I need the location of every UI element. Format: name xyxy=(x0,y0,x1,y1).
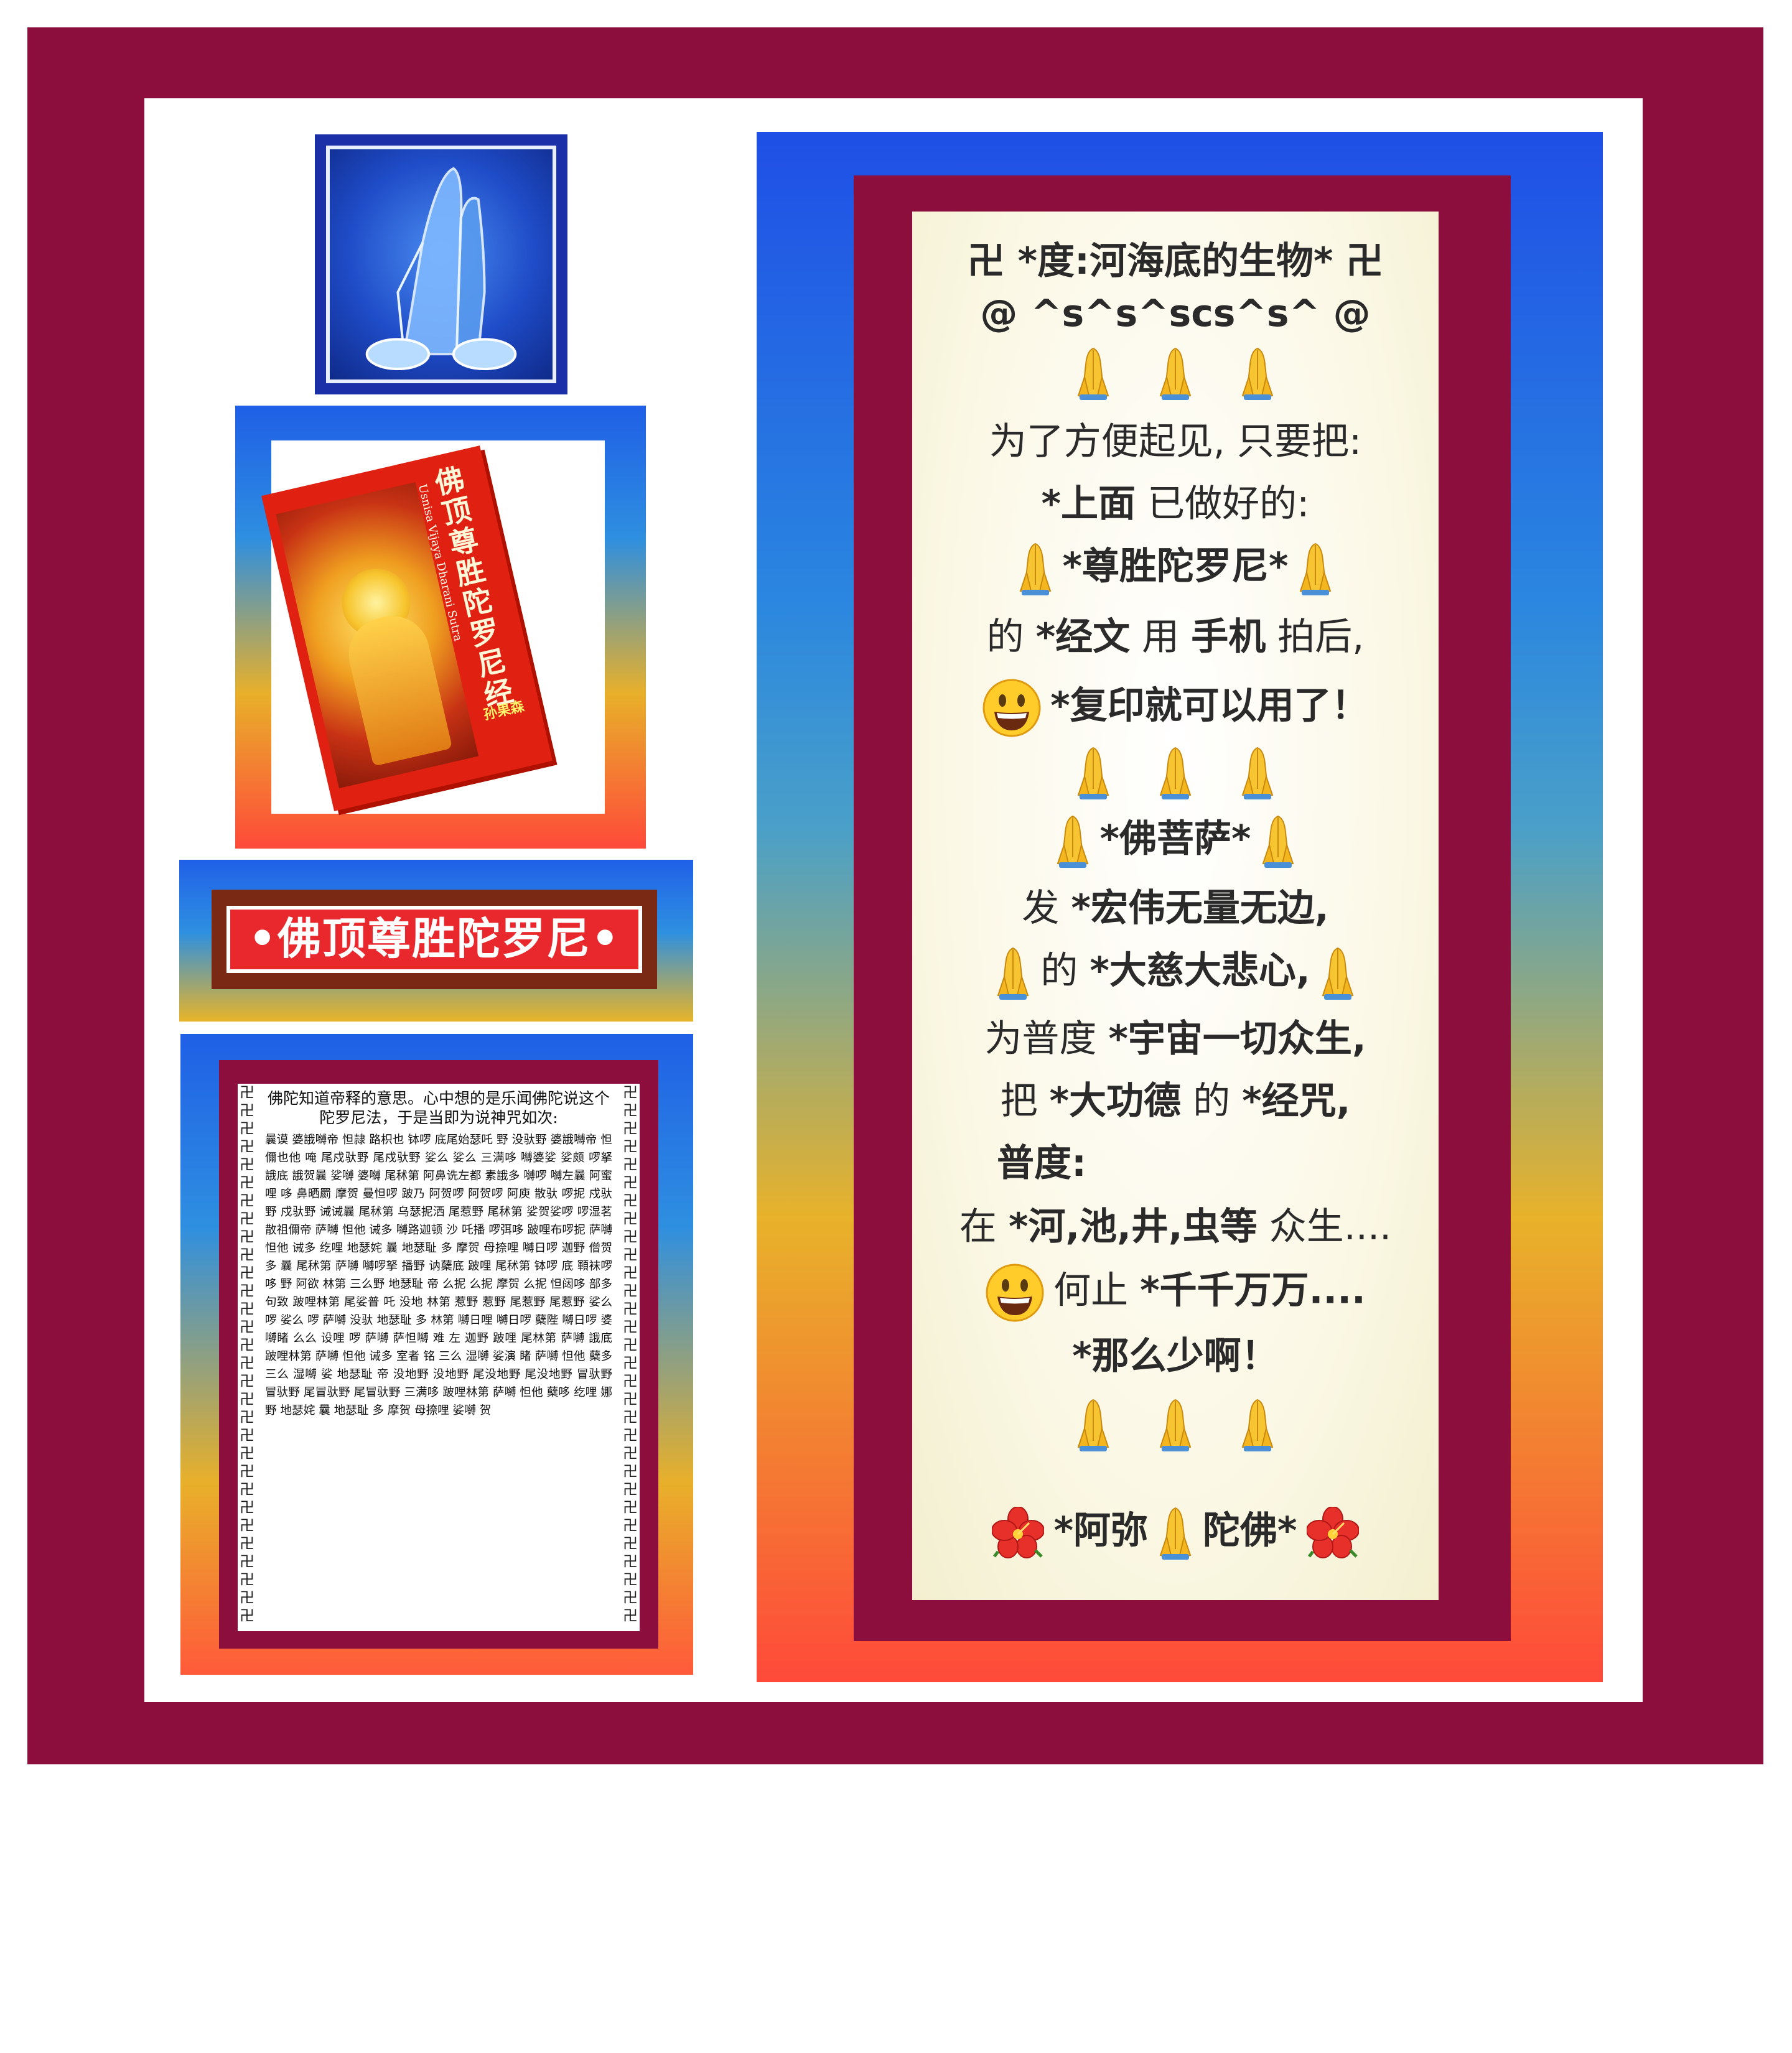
praying-hands-row xyxy=(912,1397,1439,1452)
sutra-text-content: 佛陀知道帝释的意思。心中想的是乐闻佛陀说这个陀罗尼法，于是当即为说神咒如次: 曩… xyxy=(265,1089,612,1420)
message-line: 何止 *千千万万.... xyxy=(912,1263,1439,1323)
hibiscus-icon xyxy=(1307,1507,1359,1559)
swastika-border-right: 卍卍卍卍卍卍卍卍卍卍卍卍卍卍卍卍卍卍卍卍卍卍卍卍卍卍卍卍卍卍 xyxy=(623,1084,638,1624)
folded-hands-icon xyxy=(1019,541,1052,596)
folded-hands-icon xyxy=(1159,346,1192,401)
folded-hands-icon xyxy=(1077,745,1109,800)
folded-hands-icon xyxy=(1159,745,1192,800)
praying-hands-image xyxy=(315,134,567,394)
folded-hands-icon xyxy=(1159,1506,1192,1560)
message-line: 在 *河,池,井,虫等 众生.... xyxy=(959,1205,1392,1249)
message-line: *那么少啊！ xyxy=(1072,1334,1279,1378)
folded-hands-icon xyxy=(1241,745,1274,800)
message-line: *上面 已做好的: xyxy=(1041,482,1310,526)
sutra-book-tile: Usnisa Vijaya Dharani Sutra 佛 顶 尊 胜 陀 罗 … xyxy=(235,406,646,849)
message-line: 为了方便起见, 只要把: xyxy=(989,420,1362,463)
sutra-book-cover: Usnisa Vijaya Dharani Sutra 佛 顶 尊 胜 陀 罗 … xyxy=(261,445,553,811)
message-line: *复印就可以用了！ xyxy=(912,678,1439,738)
sutra-intro: 佛陀知道帝释的意思。心中想的是乐闻佛陀说这个陀罗尼法，于是当即为说神咒如次: xyxy=(267,1089,610,1127)
praying-hands-row xyxy=(912,745,1439,800)
praying-hands-drawing xyxy=(365,167,517,371)
message-frame: 卍 *度:河海底的生物* 卍 @ ^s^s^scs^s^ @ 为了方便起见, 只… xyxy=(854,175,1511,1641)
buddha-figure xyxy=(341,608,453,766)
folded-hands-icon xyxy=(1159,1397,1192,1452)
title-banner: •佛顶尊胜陀罗尼• xyxy=(212,890,657,989)
folded-hands-icon xyxy=(1077,346,1109,401)
banner-title: •佛顶尊胜陀罗尼• xyxy=(226,906,642,973)
folded-hands-icon xyxy=(1241,346,1274,401)
message-line: *尊胜陀罗尼* xyxy=(912,541,1439,596)
heading-line: 卍 *度:河海底的生物* 卍 xyxy=(967,240,1384,283)
folded-hands-icon xyxy=(1299,541,1332,596)
grinning-face-icon xyxy=(982,678,1042,738)
dharani-text: 曩谟 婆誐嚩帝 怛隷 路枳也 钵啰 底尾始瑟吒 野 没驮野 婆誐嚩帝 怛儞也他 … xyxy=(265,1134,612,1417)
folded-hands-icon xyxy=(1057,814,1089,868)
title-banner-tile: •佛顶尊胜陀罗尼• xyxy=(179,860,693,1022)
sutra-text-page: 卍卍卍卍卍卍卍卍卍卍卍卍卍卍卍卍卍卍卍卍卍卍卍卍卍卍卍卍卍卍 卍卍卍卍卍卍卍卍卍… xyxy=(238,1084,640,1631)
closing-line: *阿弥 陀佛* xyxy=(912,1506,1439,1560)
message-line: 的 *经文 用 手机 拍后, xyxy=(986,615,1365,659)
message-line: 普度: xyxy=(997,1142,1086,1185)
folded-hands-icon xyxy=(997,946,1029,1000)
message-line: 把 *大功德 的 *经咒, xyxy=(1000,1079,1351,1123)
swastika-border-left: 卍卍卍卍卍卍卍卍卍卍卍卍卍卍卍卍卍卍卍卍卍卍卍卍卍卍卍卍卍卍 xyxy=(240,1084,254,1624)
message-line: 的 *大慈大悲心, xyxy=(912,946,1439,1000)
message-line: 为普度 *宇宙一切众生, xyxy=(984,1017,1366,1061)
message-line: *佛菩萨* xyxy=(912,814,1439,868)
folded-hands-icon xyxy=(1262,814,1294,868)
folded-hands-icon xyxy=(1322,946,1354,1000)
praying-hands-icon xyxy=(326,146,556,383)
subheading-line: @ ^s^s^scs^s^ @ xyxy=(980,292,1371,335)
grinning-face-icon xyxy=(985,1263,1045,1323)
sutra-book-image-frame: Usnisa Vijaya Dharani Sutra 佛 顶 尊 胜 陀 罗 … xyxy=(261,440,605,814)
sutra-text-frame: 卍卍卍卍卍卍卍卍卍卍卍卍卍卍卍卍卍卍卍卍卍卍卍卍卍卍卍卍卍卍 卍卍卍卍卍卍卍卍卍… xyxy=(219,1060,658,1649)
message-line: 发 *宏伟无量无边, xyxy=(1022,887,1329,930)
sutra-text-tile: 卍卍卍卍卍卍卍卍卍卍卍卍卍卍卍卍卍卍卍卍卍卍卍卍卍卍卍卍卍卍 卍卍卍卍卍卍卍卍卍… xyxy=(180,1034,693,1675)
praying-hands-row xyxy=(912,346,1439,401)
message-card: 卍 *度:河海底的生物* 卍 @ ^s^s^scs^s^ @ 为了方便起见, 只… xyxy=(912,212,1439,1600)
folded-hands-icon xyxy=(1241,1397,1274,1452)
message-panel: 卍 *度:河海底的生物* 卍 @ ^s^s^scs^s^ @ 为了方便起见, 只… xyxy=(757,132,1603,1682)
hibiscus-icon xyxy=(992,1507,1044,1559)
folded-hands-icon xyxy=(1077,1397,1109,1452)
